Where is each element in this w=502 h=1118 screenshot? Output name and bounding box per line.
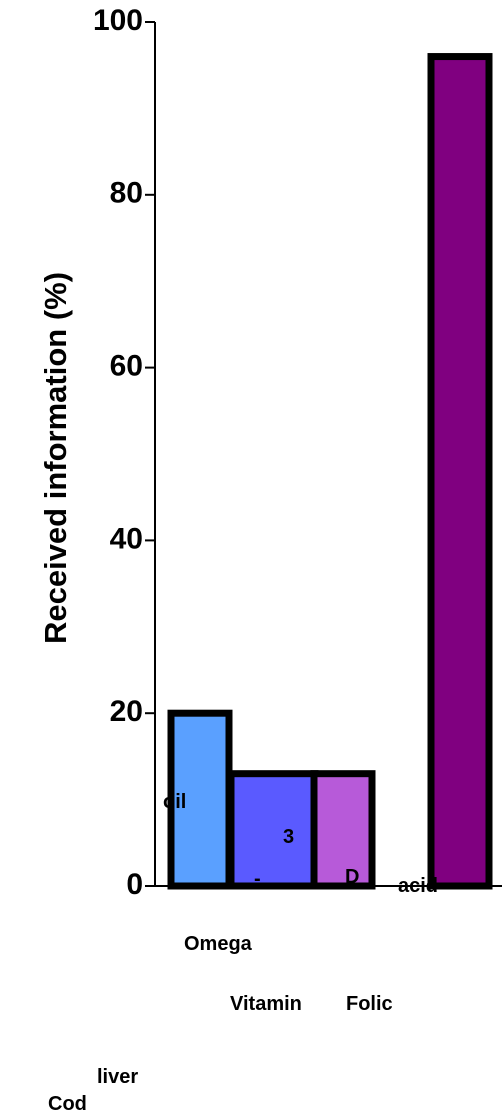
bar — [227, 770, 319, 890]
x-category-label-word: - — [254, 868, 261, 890]
bars — [167, 53, 493, 890]
x-category-label-word: 3 — [283, 826, 294, 848]
y-tick-label: 80 — [110, 177, 143, 210]
y-tick-label: 60 — [110, 350, 143, 383]
x-axis-labels: Cod liver oil Omega -3 Vitamin D Folic acid — [48, 791, 438, 1115]
y-tick-label: 0 — [126, 868, 143, 901]
x-category-label-word: Vitamin — [230, 993, 302, 1015]
x-category-label-word: liver — [97, 1066, 138, 1088]
x-category-label-word: Cod — [48, 1093, 87, 1115]
x-category-label-word: Omega — [184, 933, 253, 955]
y-tick-label: 40 — [110, 522, 143, 555]
bar — [167, 709, 233, 890]
x-category-label-word: D — [345, 866, 359, 888]
x-category-label-word: acid — [398, 875, 438, 897]
bar — [310, 770, 376, 890]
y-axis-label: Received information (%) — [38, 272, 73, 644]
bar — [427, 53, 493, 890]
x-category-label-word: Folic — [346, 993, 393, 1015]
y-tick-label: 100 — [93, 4, 143, 37]
y-tick-label: 20 — [110, 695, 143, 728]
x-category-label-word: oil — [163, 791, 186, 813]
y-axis: 0 20 40 60 80 100 — [93, 4, 502, 901]
